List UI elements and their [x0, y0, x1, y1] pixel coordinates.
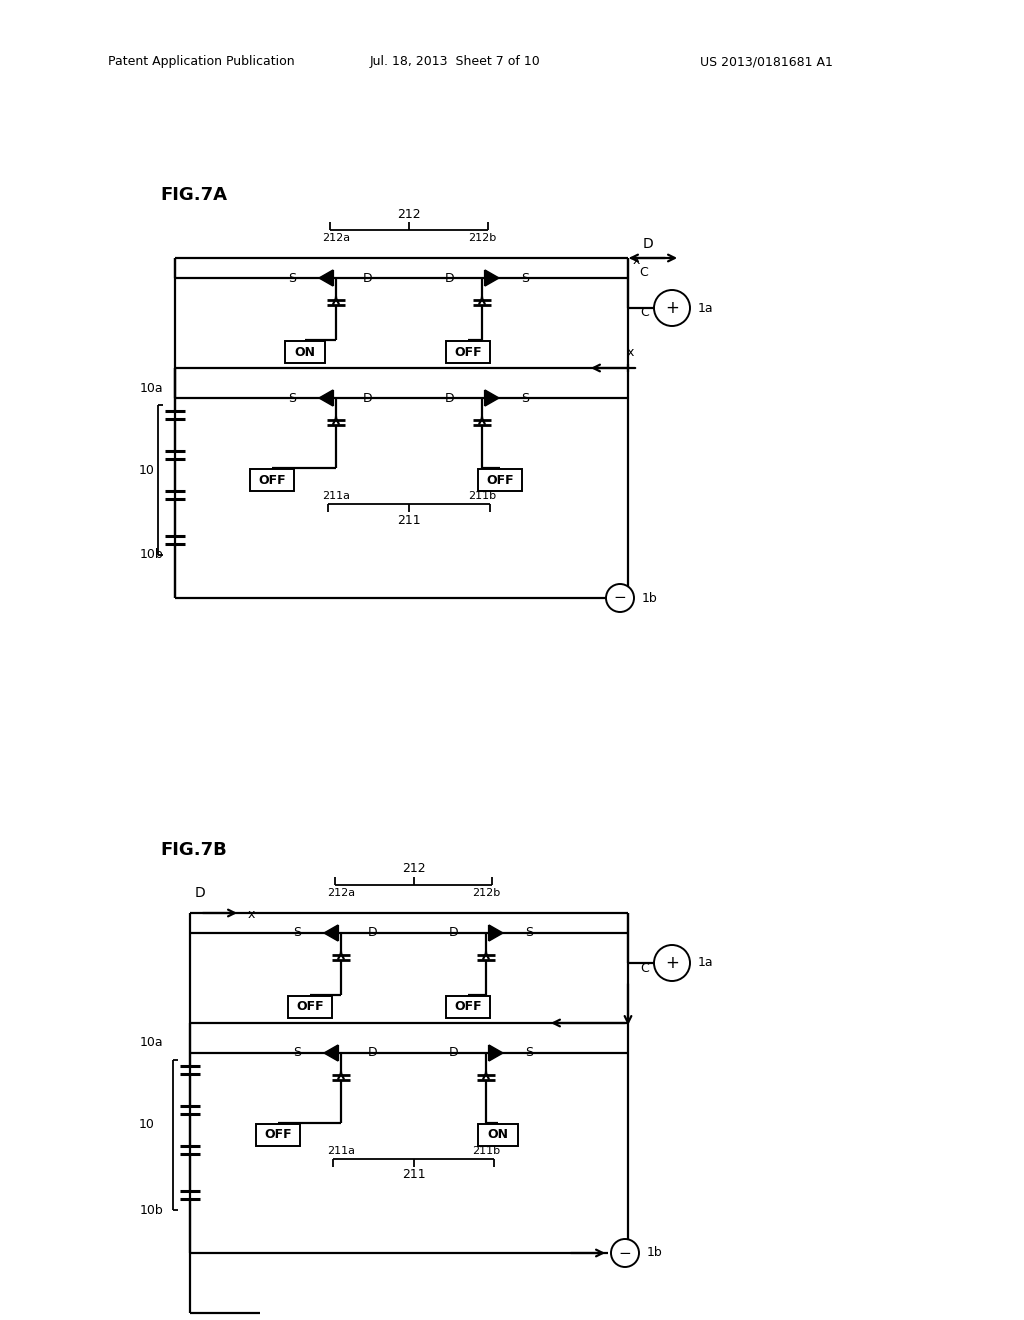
Polygon shape	[489, 925, 503, 941]
Text: 211a: 211a	[322, 491, 350, 502]
Text: 212: 212	[401, 862, 425, 875]
Text: FIG.7A: FIG.7A	[160, 186, 227, 205]
Text: ON: ON	[487, 1129, 509, 1142]
Text: 211b: 211b	[472, 1146, 500, 1156]
Text: 1a: 1a	[698, 957, 714, 969]
Text: 1b: 1b	[642, 591, 657, 605]
Text: OFF: OFF	[486, 474, 514, 487]
Text: D: D	[195, 886, 206, 900]
Text: 1b: 1b	[647, 1246, 663, 1259]
Text: −: −	[618, 1246, 632, 1261]
Text: S: S	[521, 272, 529, 285]
Polygon shape	[319, 389, 333, 407]
Text: S: S	[521, 392, 529, 404]
Text: D: D	[368, 927, 378, 940]
Text: D: D	[362, 392, 373, 404]
Text: S: S	[525, 927, 534, 940]
Polygon shape	[485, 389, 499, 407]
Text: 212a: 212a	[322, 234, 350, 243]
Text: S: S	[288, 392, 296, 404]
Circle shape	[654, 290, 690, 326]
Text: 10a: 10a	[139, 381, 163, 395]
Circle shape	[611, 1239, 639, 1267]
Text: +: +	[665, 300, 679, 317]
Text: x: x	[632, 255, 640, 268]
Polygon shape	[324, 925, 338, 941]
Text: C: C	[640, 961, 649, 974]
Text: D: D	[368, 1047, 378, 1060]
Text: C: C	[640, 265, 648, 279]
Text: OFF: OFF	[264, 1129, 292, 1142]
Text: S: S	[293, 927, 301, 940]
Text: 10b: 10b	[139, 549, 163, 561]
Circle shape	[606, 583, 634, 612]
Bar	[256, 1125, 300, 1146]
Bar	[478, 469, 522, 491]
Text: −: −	[613, 590, 627, 606]
Text: 211: 211	[401, 1168, 425, 1181]
Text: D: D	[362, 272, 373, 285]
Text: Jul. 18, 2013  Sheet 7 of 10: Jul. 18, 2013 Sheet 7 of 10	[370, 55, 541, 69]
Text: 211b: 211b	[468, 491, 496, 502]
Text: OFF: OFF	[296, 1001, 324, 1014]
Text: D: D	[444, 272, 454, 285]
Text: S: S	[525, 1047, 534, 1060]
Text: OFF: OFF	[258, 474, 286, 487]
Text: D: D	[449, 927, 458, 940]
Text: x: x	[627, 346, 634, 359]
Text: D: D	[444, 392, 454, 404]
Text: 212b: 212b	[472, 888, 500, 898]
Text: 10b: 10b	[139, 1204, 163, 1217]
Text: 212: 212	[397, 207, 421, 220]
Text: S: S	[288, 272, 296, 285]
Bar	[478, 1125, 518, 1146]
Text: C: C	[640, 306, 649, 319]
Text: S: S	[293, 1047, 301, 1060]
Bar	[250, 469, 294, 491]
Text: 10a: 10a	[139, 1036, 163, 1049]
Polygon shape	[489, 1045, 503, 1061]
Circle shape	[654, 945, 690, 981]
Bar	[446, 997, 490, 1018]
Text: 212a: 212a	[327, 888, 355, 898]
Text: 211a: 211a	[327, 1146, 355, 1156]
Polygon shape	[485, 271, 499, 286]
Text: 212b: 212b	[468, 234, 496, 243]
Text: Patent Application Publication: Patent Application Publication	[108, 55, 295, 69]
Text: D: D	[643, 238, 653, 251]
Polygon shape	[319, 271, 333, 286]
Text: x: x	[248, 908, 255, 921]
Text: OFF: OFF	[455, 1001, 482, 1014]
Text: 211: 211	[397, 513, 421, 527]
Bar	[446, 341, 490, 363]
Text: D: D	[449, 1047, 458, 1060]
Text: ON: ON	[295, 346, 315, 359]
Polygon shape	[324, 1045, 338, 1061]
Text: 10: 10	[139, 463, 155, 477]
Text: OFF: OFF	[455, 346, 482, 359]
Text: +: +	[665, 954, 679, 972]
Text: US 2013/0181681 A1: US 2013/0181681 A1	[700, 55, 833, 69]
Text: 1a: 1a	[698, 301, 714, 314]
Text: 10: 10	[139, 1118, 155, 1131]
Bar	[285, 341, 325, 363]
Bar	[288, 997, 332, 1018]
Text: FIG.7B: FIG.7B	[160, 841, 226, 859]
